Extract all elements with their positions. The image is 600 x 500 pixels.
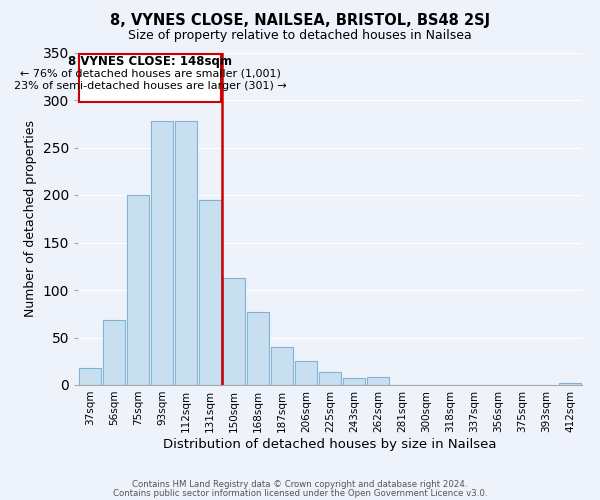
Bar <box>319 372 341 385</box>
Bar <box>151 121 173 385</box>
X-axis label: Distribution of detached houses by size in Nailsea: Distribution of detached houses by size … <box>163 438 497 450</box>
Y-axis label: Number of detached properties: Number of detached properties <box>24 120 37 318</box>
Bar <box>367 378 389 385</box>
Bar <box>103 320 125 385</box>
Bar <box>79 368 101 385</box>
Text: 23% of semi-detached houses are larger (301) →: 23% of semi-detached houses are larger (… <box>14 80 286 91</box>
Bar <box>295 361 317 385</box>
Bar <box>271 347 293 385</box>
Text: 8 VYNES CLOSE: 148sqm: 8 VYNES CLOSE: 148sqm <box>68 56 232 68</box>
Bar <box>175 121 197 385</box>
Bar <box>559 383 581 385</box>
Bar <box>247 312 269 385</box>
Text: Contains HM Land Registry data © Crown copyright and database right 2024.: Contains HM Land Registry data © Crown c… <box>132 480 468 489</box>
Bar <box>223 278 245 385</box>
FancyBboxPatch shape <box>79 54 221 102</box>
Text: Contains public sector information licensed under the Open Government Licence v3: Contains public sector information licen… <box>113 488 487 498</box>
Bar <box>343 378 365 385</box>
Bar <box>127 195 149 385</box>
Bar <box>199 200 221 385</box>
Text: ← 76% of detached houses are smaller (1,001): ← 76% of detached houses are smaller (1,… <box>20 69 280 79</box>
Text: 8, VYNES CLOSE, NAILSEA, BRISTOL, BS48 2SJ: 8, VYNES CLOSE, NAILSEA, BRISTOL, BS48 2… <box>110 12 490 28</box>
Text: Size of property relative to detached houses in Nailsea: Size of property relative to detached ho… <box>128 29 472 42</box>
